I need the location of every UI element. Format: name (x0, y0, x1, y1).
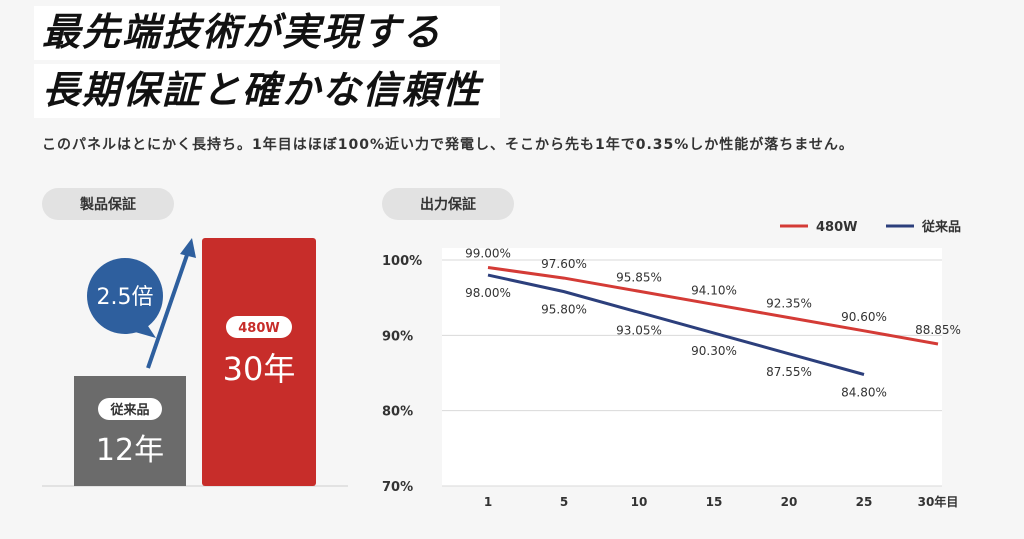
x-tick-label: 10 (631, 495, 648, 509)
headline: 最先端技術が実現する 長期保証と確かな信頼性 (34, 6, 501, 118)
product-warranty-title: 製品保証 (42, 188, 174, 220)
new-label: 480W (238, 321, 279, 336)
conventional-value: 12年 (96, 433, 164, 468)
data-label: 88.85% (915, 323, 961, 337)
product-warranty-graphic: 従来品 12年 480W 30年 2.5倍 (42, 238, 348, 487)
lead-text: このパネルはとにかく長持ち。1年目はほぼ100%近い力で発電し、そこから先も1年… (42, 137, 854, 153)
y-tick-label: 70% (382, 480, 413, 495)
conventional-bar (74, 376, 186, 486)
data-label: 93.05% (616, 323, 662, 337)
y-tick-label: 90% (382, 329, 413, 344)
y-tick-label: 80% (382, 405, 413, 420)
data-label: 97.60% (541, 257, 587, 271)
data-label: 87.55% (766, 365, 812, 379)
conventional-label: 従来品 (109, 402, 149, 418)
conventional-label-pill (98, 398, 162, 420)
legend-label: 480W (816, 220, 857, 235)
data-label: 94.10% (691, 283, 737, 297)
output-warranty-chart: 70%80%90%100% 1 5 10 15 20 25 30年目 99.00%97.60… (382, 219, 961, 509)
data-label: 90.60% (841, 310, 887, 324)
data-label: 92.35% (766, 297, 812, 311)
x-tick-label: 5 (560, 495, 568, 509)
x-tick-label: 20 (781, 495, 798, 509)
multiplier-bubble (87, 258, 163, 334)
data-label: 84.80% (841, 386, 887, 400)
data-label: 99.00% (465, 247, 511, 261)
x-tick-label: 30年目 (918, 494, 959, 509)
series-line-0 (487, 266, 939, 346)
y-tick-label: 100% (382, 254, 422, 269)
multiplier-bubble-tail (128, 320, 156, 338)
series-line-1 (487, 273, 865, 376)
plot-area (442, 248, 942, 486)
x-tick-label: 25 (856, 495, 873, 509)
growth-arrow-line (146, 251, 190, 369)
headline-line-1: 最先端技術が実現する (34, 6, 501, 60)
multiplier-label: 2.5倍 (97, 285, 154, 310)
data-label: 95.85% (616, 270, 662, 284)
data-label: 98.00% (465, 286, 511, 300)
legend-label: 従来品 (921, 219, 961, 235)
output-warranty-title: 出力保証 (382, 188, 514, 220)
data-label: 95.80% (541, 303, 587, 317)
data-label: 90.30% (691, 344, 737, 358)
new-label-pill (226, 316, 292, 338)
x-tick-label: 1 (484, 495, 492, 509)
new-bar (202, 238, 316, 486)
growth-arrow-head (180, 238, 196, 258)
new-value: 30年 (223, 350, 296, 388)
x-tick-label: 15 (706, 495, 723, 509)
headline-line-2: 長期保証と確かな信頼性 (34, 64, 501, 118)
